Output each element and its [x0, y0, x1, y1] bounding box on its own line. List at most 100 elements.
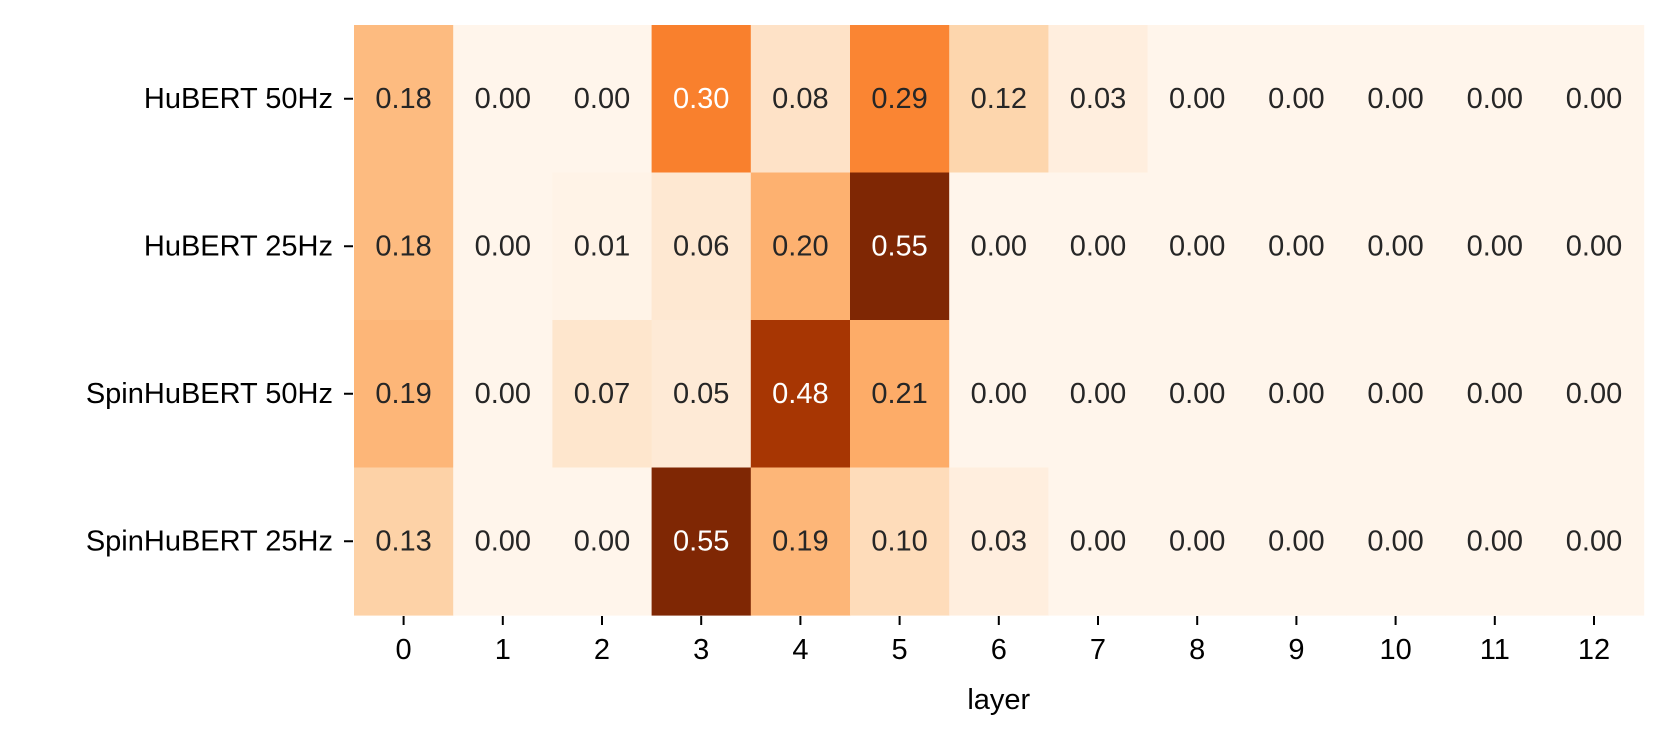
heatmap-cell-r2-c2 — [552, 320, 653, 469]
heatmap-value-r2-c3: 0.05 — [673, 378, 729, 410]
x-axis-tick-label: 7 — [1090, 634, 1106, 666]
heatmap-cell-r0-c1 — [453, 25, 553, 174]
heatmap-cell-labels: 0.18 0.00 0.00 0.30 0.08 0.29 0.12 0.03 0.00 0.00… — [375, 83, 1622, 558]
heatmap-cell-r0-c3 — [651, 25, 752, 174]
heatmap-value-r3-c2: 0.00 — [574, 525, 630, 557]
heatmap-cell-r3-c9 — [1246, 467, 1347, 616]
heatmap-value-r0-c8: 0.00 — [1169, 83, 1225, 115]
heatmap-cell-r2-c7 — [1048, 320, 1149, 469]
heatmap-cell-r1-c0 — [354, 172, 454, 321]
heatmap-cell-r2-c6 — [949, 320, 1049, 469]
heatmap-value-r3-c5: 0.10 — [871, 525, 927, 557]
heatmap-value-r1-c6: 0.00 — [971, 230, 1027, 262]
heatmap-cell-r1-c5 — [850, 172, 950, 321]
heatmap-value-r1-c4: 0.20 — [772, 230, 828, 262]
heatmap-value-r2-c2: 0.07 — [574, 378, 630, 410]
heatmap-cell-r1-c8 — [1147, 172, 1248, 321]
heatmap-cell-r3-c3 — [651, 467, 752, 616]
heatmap-cell-r2-c3 — [651, 320, 752, 469]
heatmap-value-r0-c12: 0.00 — [1566, 83, 1622, 115]
heatmap-cell-r3-c10 — [1346, 467, 1446, 616]
y-axis-tick-label: SpinHuBERT 25Hz — [86, 525, 333, 557]
x-axis-tick-label: 8 — [1189, 634, 1205, 666]
heatmap-cell-r1-c10 — [1346, 172, 1446, 321]
heatmap-value-r0-c2: 0.00 — [574, 83, 630, 115]
heatmap-value-r2-c8: 0.00 — [1169, 378, 1225, 410]
heatmap-cell-r3-c7 — [1048, 467, 1149, 616]
heatmap-value-r0-c6: 0.12 — [971, 83, 1027, 115]
heatmap-cell-r2-c10 — [1346, 320, 1446, 469]
heatmap-cell-r0-c7 — [1048, 25, 1149, 174]
heatmap-cell-r3-c11 — [1445, 467, 1545, 616]
heatmap-value-r1-c0: 0.18 — [375, 230, 431, 262]
heatmap-value-r3-c3: 0.55 — [673, 525, 729, 557]
heatmap-value-r0-c7: 0.03 — [1070, 83, 1126, 115]
heatmap-value-r3-c11: 0.00 — [1467, 525, 1523, 557]
heatmap-value-r2-c9: 0.00 — [1268, 378, 1324, 410]
x-axis-tick-label: 10 — [1379, 634, 1411, 666]
heatmap-value-r1-c8: 0.00 — [1169, 230, 1225, 262]
heatmap-cell-r1-c3 — [651, 172, 752, 321]
heatmap-value-r0-c4: 0.08 — [772, 83, 828, 115]
heatmap-cell-r2-c1 — [453, 320, 553, 469]
heatmap-cell-r1-c12 — [1544, 172, 1645, 321]
heatmap-value-r2-c4: 0.48 — [772, 378, 828, 410]
heatmap-cell-r0-c0 — [354, 25, 454, 174]
heatmap-value-r3-c7: 0.00 — [1070, 525, 1126, 557]
heatmap-cell-r0-c8 — [1147, 25, 1248, 174]
heatmap-value-r2-c1: 0.00 — [475, 378, 531, 410]
heatmap-cell-r2-c8 — [1147, 320, 1248, 469]
heatmap-cell-r3-c0 — [354, 467, 454, 616]
heatmap-value-r1-c3: 0.06 — [673, 230, 729, 262]
heatmap-cell-r2-c12 — [1544, 320, 1645, 469]
heatmap-value-r3-c10: 0.00 — [1367, 525, 1423, 557]
heatmap-value-r0-c0: 0.18 — [375, 83, 431, 115]
x-axis-tick-label: 5 — [892, 634, 908, 666]
heatmap-value-r3-c12: 0.00 — [1566, 525, 1622, 557]
y-axis-tick-label: SpinHuBERT 50Hz — [86, 378, 333, 410]
x-axis-tick-label: 3 — [693, 634, 709, 666]
x-axis-tick-labels: 0 1 2 3 4 5 6 7 8 9 10 11 12 — [396, 616, 1610, 666]
heatmap-cell-r2-c5 — [850, 320, 950, 469]
x-axis-title: layer — [967, 684, 1030, 716]
heatmap-value-r2-c5: 0.21 — [871, 378, 927, 410]
heatmap-cell-r0-c9 — [1246, 25, 1347, 174]
heatmap-cell-r0-c4 — [750, 25, 851, 174]
heatmap-cell-r0-c12 — [1544, 25, 1645, 174]
heatmap-cell-r1-c4 — [750, 172, 851, 321]
heatmap-cell-r0-c5 — [850, 25, 950, 174]
heatmap-value-r1-c2: 0.01 — [574, 230, 630, 262]
x-axis-tick-label: 0 — [396, 634, 412, 666]
heatmap-value-r1-c11: 0.00 — [1467, 230, 1523, 262]
y-axis-tick-labels: HuBERT 50Hz HuBERT 25Hz SpinHuBERT 50Hz Spi… — [86, 83, 353, 557]
heatmap-cell-r3-c5 — [850, 467, 950, 616]
heatmap-cell-r2-c4 — [750, 320, 851, 469]
x-axis-tick-label: 12 — [1578, 634, 1610, 666]
heatmap-value-r1-c1: 0.00 — [475, 230, 531, 262]
heatmap-value-r0-c11: 0.00 — [1467, 83, 1523, 115]
x-axis-tick-label: 4 — [792, 634, 808, 666]
heatmap-cell-r3-c4 — [750, 467, 851, 616]
x-axis-tick-label: 6 — [991, 634, 1007, 666]
heatmap-value-r3-c1: 0.00 — [475, 525, 531, 557]
heatmap-value-r1-c5: 0.55 — [871, 230, 927, 262]
heatmap-cell-r1-c7 — [1048, 172, 1149, 321]
heatmap-value-r0-c9: 0.00 — [1268, 83, 1324, 115]
heatmap-value-r1-c10: 0.00 — [1367, 230, 1423, 262]
heatmap-value-r2-c10: 0.00 — [1367, 378, 1423, 410]
heatmap-value-r2-c11: 0.00 — [1467, 378, 1523, 410]
heatmap-cell-r1-c2 — [552, 172, 653, 321]
heatmap-cell-r3-c12 — [1544, 467, 1645, 616]
y-axis-tick-label: HuBERT 25Hz — [144, 230, 333, 262]
heatmap-value-r1-c7: 0.00 — [1070, 230, 1126, 262]
heatmap-value-r2-c0: 0.19 — [375, 378, 431, 410]
x-axis-tick-label: 1 — [495, 634, 511, 666]
heatmap-value-r1-c12: 0.00 — [1566, 230, 1622, 262]
heatmap-cell-r3-c1 — [453, 467, 553, 616]
heatmap-value-r1-c9: 0.00 — [1268, 230, 1324, 262]
heatmap-value-r3-c8: 0.00 — [1169, 525, 1225, 557]
heatmap-value-r3-c0: 0.13 — [375, 525, 431, 557]
heatmap-cell-r0-c10 — [1346, 25, 1446, 174]
heatmap-value-r0-c1: 0.00 — [475, 83, 531, 115]
